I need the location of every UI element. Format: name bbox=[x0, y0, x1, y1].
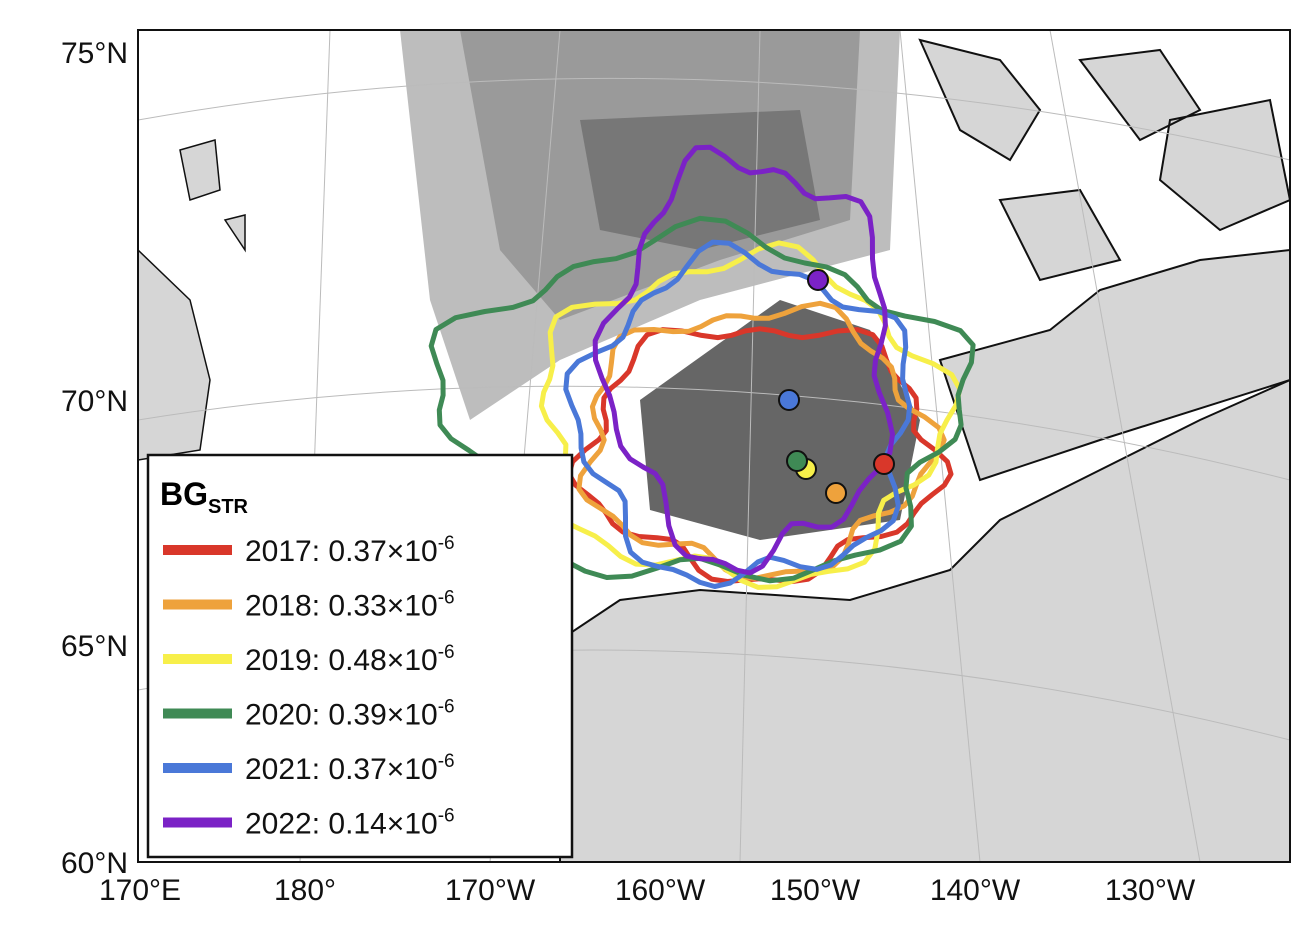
contour bbox=[566, 326, 954, 584]
legend-label-exponent: -6 bbox=[438, 642, 455, 663]
legend-label: 2021: 0.37×10-6 bbox=[245, 751, 455, 786]
legend-label-exponent: -6 bbox=[438, 533, 455, 554]
lon-label: 150°W bbox=[770, 874, 861, 907]
lon-label: 170°W bbox=[445, 874, 536, 907]
legend-label-text: 2022: 0.14×10 bbox=[245, 808, 438, 841]
legend-label-text: 2021: 0.37×10 bbox=[245, 753, 438, 786]
centroid bbox=[786, 450, 808, 472]
legend-label: 2017: 0.37×10-6 bbox=[245, 533, 455, 568]
lon-label: 130°W bbox=[1105, 874, 1196, 907]
legend-label-exponent: -6 bbox=[438, 588, 455, 609]
legend-label-text: 2020: 0.39×10 bbox=[245, 699, 438, 732]
lat-label: 70°N bbox=[61, 385, 128, 418]
lat-label: 60°N bbox=[61, 847, 128, 880]
legend-label: 2019: 0.48×10-6 bbox=[245, 642, 455, 677]
bathymetry bbox=[640, 300, 920, 540]
legend-title-sub: STR bbox=[208, 496, 249, 518]
graticule-line bbox=[138, 385, 1290, 481]
legend-label-text: 2018: 0.33×10 bbox=[245, 590, 438, 623]
centroid bbox=[825, 482, 847, 504]
legend-label: 2020: 0.39×10-6 bbox=[245, 697, 455, 732]
lon-label: 180° bbox=[274, 874, 336, 907]
contour bbox=[592, 144, 895, 576]
legend-label-exponent: -6 bbox=[438, 751, 455, 772]
legend-label-exponent: -6 bbox=[438, 697, 455, 718]
bathymetry bbox=[580, 110, 820, 250]
graticule-line bbox=[1049, 30, 1201, 862]
centroid bbox=[778, 389, 800, 411]
lat-label: 65°N bbox=[61, 630, 128, 663]
map-frame bbox=[137, 29, 1291, 863]
legend-label: 2022: 0.14×10-6 bbox=[245, 806, 455, 841]
graticule-line bbox=[138, 77, 1290, 161]
lon-label: 160°W bbox=[615, 874, 706, 907]
islands bbox=[918, 38, 1290, 282]
contour bbox=[538, 240, 963, 590]
islands bbox=[179, 139, 246, 253]
lat-label: 75°N bbox=[61, 37, 128, 70]
legend-label: 2018: 0.33×10-6 bbox=[245, 588, 455, 623]
centroid bbox=[807, 269, 829, 291]
centroids bbox=[778, 269, 895, 504]
legend-label-text: 2017: 0.37×10 bbox=[245, 535, 438, 568]
lon-label: 170°E bbox=[99, 874, 181, 907]
lon-label: 140°W bbox=[930, 874, 1021, 907]
legend-label-exponent: -6 bbox=[438, 806, 455, 827]
legend-label-text: 2019: 0.48×10 bbox=[245, 644, 438, 677]
graticule-line bbox=[739, 30, 761, 862]
land bbox=[138, 248, 211, 461]
land bbox=[938, 248, 1290, 482]
centroid bbox=[873, 453, 895, 475]
legend-title: BGSTR bbox=[160, 476, 249, 518]
legend-title-text: BG bbox=[160, 476, 208, 512]
